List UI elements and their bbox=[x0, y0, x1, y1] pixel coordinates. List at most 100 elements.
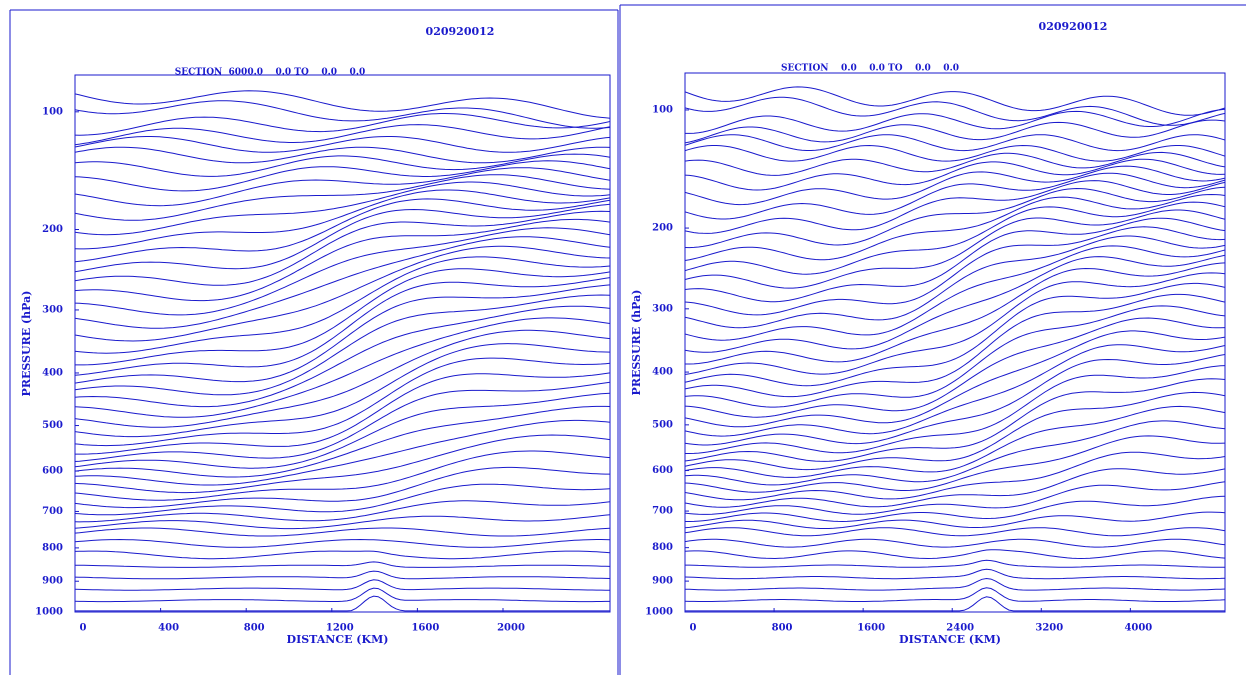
contour-line bbox=[75, 218, 610, 302]
y-tick-label: 500 bbox=[652, 419, 673, 430]
contour-line bbox=[75, 372, 610, 455]
contour-line bbox=[685, 344, 1225, 437]
y-axis-label: PRESSURE (hPa) bbox=[630, 290, 643, 396]
contour-line bbox=[685, 151, 1225, 176]
contour-line bbox=[685, 158, 1225, 191]
y-tick-label: 900 bbox=[652, 576, 673, 587]
contour-line bbox=[75, 450, 610, 501]
chart-title: 020920012 bbox=[1039, 20, 1108, 33]
contour-line bbox=[685, 209, 1225, 289]
contour-line bbox=[685, 165, 1225, 206]
y-tick-label: 200 bbox=[652, 223, 673, 234]
contour-line bbox=[75, 317, 610, 418]
contour-line bbox=[685, 527, 1225, 537]
contour-line bbox=[685, 262, 1225, 365]
contour-line bbox=[75, 550, 610, 560]
contour-line bbox=[75, 203, 610, 273]
contour-line bbox=[685, 172, 1225, 220]
contours bbox=[685, 86, 1225, 612]
contour-line bbox=[75, 570, 610, 580]
contours bbox=[75, 90, 610, 612]
contour-line bbox=[685, 254, 1225, 353]
contour-line bbox=[75, 343, 610, 438]
contour-line bbox=[685, 96, 1225, 126]
contour-line bbox=[685, 193, 1225, 261]
y-tick-label: 700 bbox=[652, 506, 673, 517]
contour-line bbox=[75, 90, 610, 119]
contour-line bbox=[75, 329, 610, 428]
plot-frame bbox=[74, 74, 611, 613]
plot-frame bbox=[684, 72, 1226, 613]
contour-line bbox=[75, 419, 610, 486]
contour-line bbox=[75, 167, 610, 207]
contour-line bbox=[75, 294, 610, 396]
x-tick-label: 1600 bbox=[411, 623, 439, 634]
contour-line bbox=[685, 180, 1225, 234]
contour-line bbox=[75, 100, 610, 129]
contour-line bbox=[75, 136, 610, 153]
contour-line bbox=[685, 451, 1225, 501]
x-tick-label: 1200 bbox=[326, 623, 354, 634]
x-tick-label: 1600 bbox=[857, 623, 885, 634]
y-tick-label: 900 bbox=[42, 576, 63, 587]
contour-line bbox=[75, 284, 610, 384]
contour-line bbox=[685, 405, 1225, 478]
contour-line bbox=[685, 119, 1225, 144]
contour-line bbox=[75, 236, 610, 329]
contour-line bbox=[685, 317, 1225, 418]
contour-line bbox=[75, 256, 610, 354]
x-tick-label: 4000 bbox=[1124, 623, 1152, 634]
contour-line bbox=[75, 305, 610, 408]
y-tick-label: 600 bbox=[42, 466, 63, 477]
contour-line bbox=[75, 245, 610, 342]
contour-line bbox=[75, 434, 610, 494]
chart-title: 020920012 bbox=[426, 25, 495, 38]
contour-line bbox=[685, 495, 1225, 523]
contour-line bbox=[685, 217, 1225, 303]
y-tick-label: 500 bbox=[42, 420, 63, 431]
contour-line bbox=[685, 577, 1225, 591]
x-tick-label: 0 bbox=[80, 623, 87, 634]
chart-subtitle: SECTION 0.0 0.0 TO 0.0 0.0 bbox=[781, 64, 959, 74]
x-tick-label: 2400 bbox=[946, 623, 974, 634]
contour-line bbox=[75, 189, 610, 250]
contour-line bbox=[75, 538, 610, 548]
contour-line bbox=[75, 113, 610, 136]
contour-line bbox=[685, 186, 1225, 249]
y-tick-label: 400 bbox=[42, 367, 63, 378]
contour-line bbox=[75, 595, 610, 612]
x-tick-label: 0 bbox=[690, 623, 697, 634]
contour-line bbox=[685, 365, 1225, 454]
contour-line bbox=[685, 435, 1225, 493]
x-tick-label: 400 bbox=[158, 623, 179, 634]
contour-line bbox=[75, 381, 610, 462]
contour-line bbox=[75, 514, 610, 530]
contour-line bbox=[75, 405, 610, 478]
x-axis-label: DISTANCE (KM) bbox=[899, 633, 1001, 646]
contour-line bbox=[75, 124, 610, 146]
contour-line bbox=[75, 587, 610, 603]
x-tick-label: 2000 bbox=[497, 623, 525, 634]
contour-line bbox=[685, 282, 1225, 387]
contour-line bbox=[75, 227, 610, 316]
contour-line bbox=[685, 378, 1225, 462]
contour-line bbox=[75, 268, 610, 366]
contour-line bbox=[75, 466, 610, 509]
contour-line bbox=[685, 201, 1225, 275]
y-axis-label: PRESSURE (hPa) bbox=[20, 291, 33, 397]
contour-line bbox=[685, 481, 1225, 515]
contour-line bbox=[685, 559, 1225, 568]
chart-subtitle: SECTION 6000.0 0.0 TO 0.0 0.0 bbox=[175, 68, 365, 78]
x-tick-label: 3200 bbox=[1035, 623, 1063, 634]
contour-line bbox=[685, 354, 1225, 446]
x-tick-label: 800 bbox=[772, 623, 793, 634]
contour-line bbox=[685, 272, 1225, 375]
contour-line bbox=[75, 146, 610, 164]
contour-line bbox=[685, 549, 1225, 560]
y-tick-label: 300 bbox=[652, 303, 673, 314]
y-tick-label: 1000 bbox=[645, 607, 673, 618]
x-tick-label: 800 bbox=[244, 623, 265, 634]
y-tick-label: 100 bbox=[42, 106, 63, 117]
y-tick-label: 200 bbox=[42, 224, 63, 235]
